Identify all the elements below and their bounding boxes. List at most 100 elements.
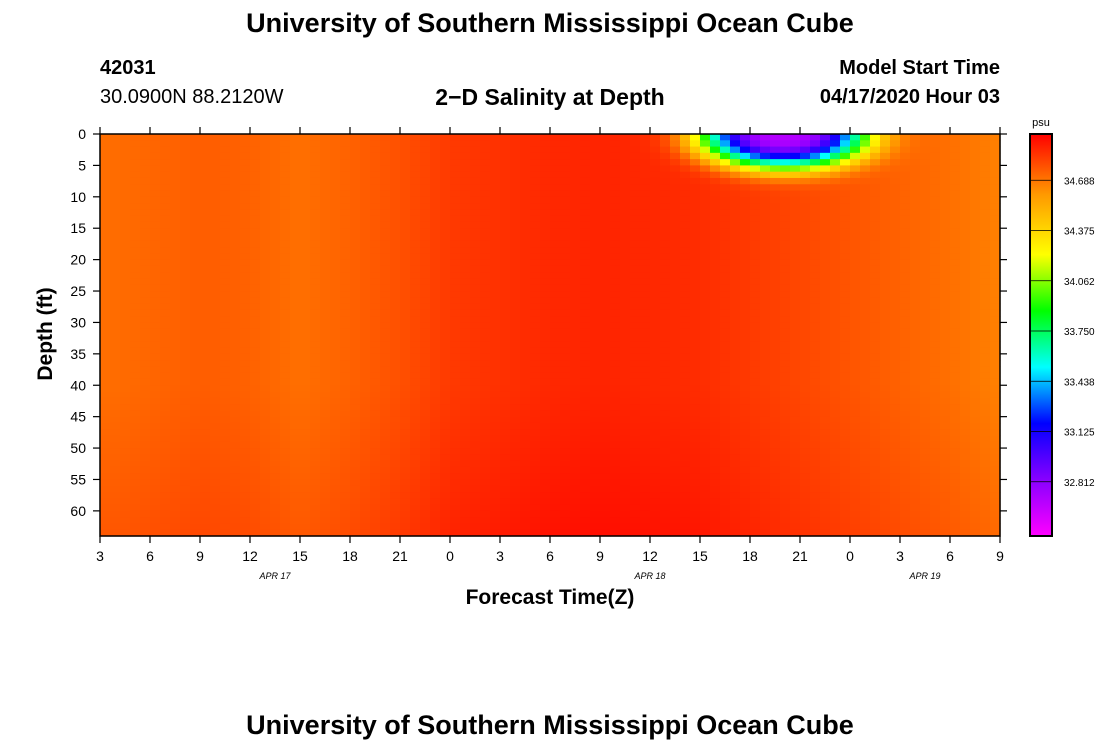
heatmap-cell [770, 435, 781, 443]
heatmap-cell [620, 391, 631, 399]
heatmap-cell [720, 335, 731, 342]
heatmap-cell [500, 203, 511, 210]
heatmap-cell [790, 485, 801, 493]
heatmap-cell [730, 517, 741, 525]
heatmap-cell [610, 360, 621, 368]
heatmap-cell [260, 278, 271, 286]
heatmap-cell [510, 360, 521, 368]
heatmap-cell [670, 259, 681, 267]
heatmap-cell [370, 247, 381, 254]
heatmap-cell [800, 309, 811, 317]
heatmap-cell [140, 184, 151, 192]
heatmap-cell [860, 322, 871, 330]
heatmap-cell [520, 498, 531, 506]
heatmap-cell [570, 152, 581, 160]
heatmap-cell [100, 498, 111, 506]
heatmap-cell [630, 190, 641, 198]
heatmap-cell [150, 460, 161, 468]
heatmap-cell [530, 247, 541, 254]
heatmap-cell [620, 454, 631, 462]
heatmap-cell [620, 234, 631, 242]
heatmap-cell [860, 479, 871, 487]
heatmap-cell [240, 328, 251, 336]
heatmap-cell [810, 140, 821, 148]
heatmap-cell [600, 429, 611, 437]
heatmap-cell [170, 209, 181, 217]
heatmap-cell [530, 479, 541, 487]
heatmap-cell [340, 203, 351, 210]
heatmap-cell [360, 466, 371, 474]
heatmap-cell [650, 498, 661, 506]
heatmap-cell [290, 177, 301, 185]
heatmap-cell [850, 177, 861, 185]
heatmap-cell [370, 146, 381, 154]
heatmap-cell [570, 372, 581, 380]
heatmap-cell [570, 140, 581, 148]
heatmap-cell [190, 479, 201, 487]
heatmap-cell [840, 391, 851, 399]
heatmap-cell [430, 510, 441, 518]
heatmap-cell [600, 529, 611, 537]
heatmap-cell [460, 240, 471, 248]
heatmap-cell [260, 165, 271, 173]
heatmap-cell [130, 328, 141, 336]
heatmap-cell [560, 460, 571, 468]
heatmap-cell [680, 466, 691, 474]
heatmap-cell [550, 221, 561, 229]
heatmap-cell [510, 265, 521, 273]
heatmap-cell [690, 291, 701, 298]
heatmap-cell [700, 404, 711, 411]
heatmap-cell [650, 184, 661, 192]
heatmap-cell [830, 215, 841, 223]
heatmap-cell [790, 529, 801, 537]
heatmap-cell [770, 454, 781, 462]
heatmap-cell [280, 347, 291, 355]
heatmap-cell [290, 378, 301, 386]
heatmap-cell [160, 479, 171, 487]
heatmap-cell [240, 291, 251, 298]
heatmap-cell [710, 510, 721, 518]
heatmap-cell [810, 441, 821, 449]
heatmap-cell [750, 152, 761, 160]
heatmap-cell [220, 429, 231, 437]
heatmap-cell [360, 416, 371, 424]
heatmap-cell [840, 284, 851, 292]
heatmap-cell [830, 159, 841, 167]
heatmap-cell [670, 523, 681, 531]
heatmap-cell [370, 498, 381, 506]
heatmap-cell [410, 473, 421, 481]
heatmap-cell [430, 265, 441, 273]
heatmap-cell [790, 165, 801, 173]
heatmap-cell [460, 190, 471, 198]
heatmap-cell [840, 353, 851, 361]
heatmap-cell [710, 146, 721, 154]
heatmap-cell [220, 441, 231, 449]
heatmap-cell [500, 265, 511, 273]
heatmap-cell [610, 404, 621, 411]
heatmap-cell [630, 510, 641, 518]
heatmap-cell [480, 184, 491, 192]
heatmap-cell [380, 190, 391, 198]
heatmap-cell [240, 410, 251, 418]
heatmap-cell [420, 504, 431, 512]
heatmap-cell [560, 466, 571, 474]
heatmap-cell [650, 353, 661, 361]
heatmap-cell [260, 284, 271, 292]
heatmap-cell [770, 165, 781, 173]
heatmap-cell [210, 184, 221, 192]
heatmap-cell [580, 435, 591, 443]
heatmap-cell [220, 460, 231, 468]
heatmap-cell [380, 353, 391, 361]
heatmap-cell [180, 184, 191, 192]
heatmap-cell [260, 171, 271, 179]
heatmap-cell [500, 341, 511, 349]
heatmap-cell [610, 165, 621, 173]
heatmap-cell [360, 360, 371, 368]
heatmap-cell [780, 498, 791, 506]
heatmap-cell [100, 429, 111, 437]
heatmap-cell [820, 385, 831, 393]
heatmap-cell [630, 485, 641, 493]
heatmap-cell [700, 441, 711, 449]
heatmap-cell [210, 309, 221, 317]
heatmap-cell [860, 485, 871, 493]
